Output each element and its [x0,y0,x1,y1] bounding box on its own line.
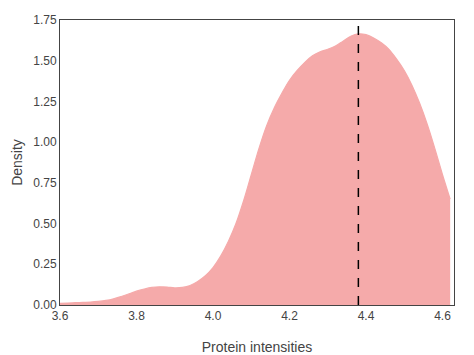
svg-text:1.25: 1.25 [33,95,57,109]
svg-text:4.0: 4.0 [205,309,222,323]
svg-text:0.75: 0.75 [33,176,57,190]
svg-text:4.6: 4.6 [434,309,451,323]
svg-text:3.8: 3.8 [128,309,145,323]
svg-text:4.4: 4.4 [358,309,375,323]
svg-text:Protein intensities: Protein intensities [202,339,313,355]
svg-text:1.50: 1.50 [33,54,57,68]
svg-text:3.6: 3.6 [52,309,69,323]
svg-text:1.75: 1.75 [33,13,57,27]
svg-text:0.50: 0.50 [33,217,57,231]
svg-text:0.00: 0.00 [33,298,57,312]
svg-text:4.2: 4.2 [281,309,298,323]
svg-text:1.00: 1.00 [33,135,57,149]
svg-text:0.25: 0.25 [33,257,57,271]
svg-text:Density: Density [9,139,25,186]
